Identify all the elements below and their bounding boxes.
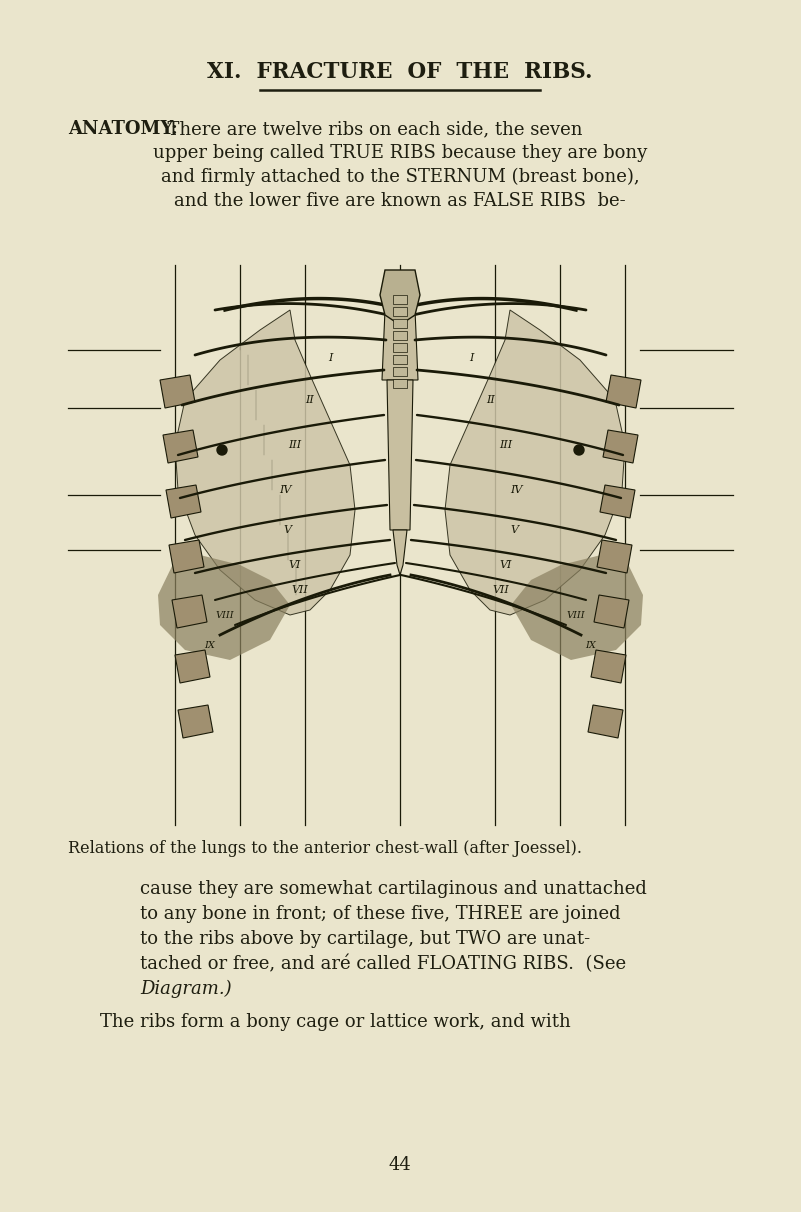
Text: VIII: VIII	[215, 611, 235, 619]
Text: IV: IV	[279, 485, 292, 494]
Text: II: II	[487, 395, 495, 405]
Bar	[393, 307, 407, 316]
Text: VI: VI	[500, 560, 512, 570]
Text: There are twelve ribs on each side, the seven: There are twelve ribs on each side, the …	[156, 120, 582, 138]
Text: 44: 44	[388, 1156, 412, 1174]
Polygon shape	[382, 310, 418, 381]
Text: The ribs form a bony cage or lattice work, and with: The ribs form a bony cage or lattice wor…	[100, 1013, 571, 1031]
Polygon shape	[445, 310, 625, 614]
Text: VIII: VIII	[566, 611, 586, 619]
Text: V: V	[510, 525, 518, 534]
Polygon shape	[163, 430, 198, 463]
Circle shape	[574, 445, 584, 454]
Text: IV: IV	[509, 485, 522, 494]
Polygon shape	[511, 555, 643, 661]
Polygon shape	[597, 541, 632, 573]
Polygon shape	[600, 485, 635, 518]
Bar	[393, 319, 407, 328]
Polygon shape	[606, 375, 641, 408]
Text: VI: VI	[289, 560, 301, 570]
Polygon shape	[393, 530, 407, 574]
Text: and firmly attached to the STERNUM (breast bone),: and firmly attached to the STERNUM (brea…	[161, 168, 639, 187]
Text: Relations of the lungs to the anterior chest-wall (after Joessel).: Relations of the lungs to the anterior c…	[68, 840, 582, 857]
Bar	[393, 295, 407, 304]
Text: I: I	[328, 353, 332, 364]
Text: II: II	[306, 395, 314, 405]
Polygon shape	[594, 595, 629, 628]
Polygon shape	[591, 650, 626, 684]
Polygon shape	[175, 650, 210, 684]
Text: to any bone in front; of these five, THREE are joined: to any bone in front; of these five, THR…	[140, 905, 621, 924]
Text: XI.  FRACTURE  OF  THE  RIBS.: XI. FRACTURE OF THE RIBS.	[207, 61, 593, 82]
Polygon shape	[603, 430, 638, 463]
Bar	[393, 331, 407, 341]
Text: IX: IX	[204, 640, 215, 650]
Text: Diagram.): Diagram.)	[140, 981, 231, 999]
Polygon shape	[380, 270, 420, 325]
Polygon shape	[160, 375, 195, 408]
Text: III: III	[288, 440, 301, 450]
Text: tached or free, and aré called FLOATING RIBS.  (See: tached or free, and aré called FLOATING…	[140, 955, 626, 973]
Polygon shape	[158, 555, 290, 661]
Polygon shape	[178, 705, 213, 738]
Text: IX: IX	[586, 640, 597, 650]
Bar	[393, 343, 407, 351]
Circle shape	[217, 445, 227, 454]
Polygon shape	[166, 485, 201, 518]
Text: to the ribs above by cartilage, but TWO are unat-: to the ribs above by cartilage, but TWO …	[140, 930, 590, 948]
Bar	[393, 367, 407, 376]
Text: I: I	[469, 353, 473, 364]
Polygon shape	[169, 541, 204, 573]
Text: and the lower five are known as FALSE RIBS  be-: and the lower five are known as FALSE RI…	[174, 191, 626, 210]
Bar	[393, 355, 407, 364]
Text: ANATOMY:: ANATOMY:	[68, 120, 178, 138]
Text: V: V	[283, 525, 291, 534]
Text: cause they are somewhat cartilaginous and unattached: cause they are somewhat cartilaginous an…	[140, 880, 647, 898]
Polygon shape	[172, 595, 207, 628]
Polygon shape	[175, 310, 355, 614]
Text: VII: VII	[292, 585, 308, 595]
Text: VII: VII	[493, 585, 509, 595]
Polygon shape	[588, 705, 623, 738]
Text: III: III	[500, 440, 513, 450]
Polygon shape	[387, 381, 413, 530]
Text: upper being called TRUE RIBS because they are bony: upper being called TRUE RIBS because the…	[153, 144, 647, 162]
Bar	[393, 379, 407, 388]
